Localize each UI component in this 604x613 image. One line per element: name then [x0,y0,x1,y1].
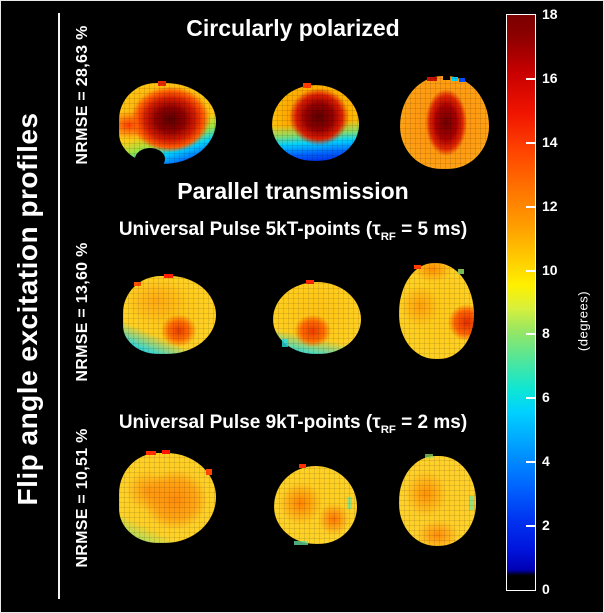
colorbar-tick-label: 10 [542,262,558,278]
colorbar-tick-label: 12 [542,198,558,214]
colorbar-tick-label: 8 [542,325,550,341]
noise-pixel [458,78,465,82]
noise-pixel [347,497,353,510]
header-universal-pulse-5kt: Universal Pulse 5kT-points (τRF = 5 ms) [73,219,513,243]
header-universal-pulse-9kt: Universal Pulse 9kT-points (τRF = 2 ms) [73,412,513,436]
header-9kt-text-end: = 2 ms) [395,412,468,433]
noise-pixel [469,495,475,510]
heatmap-slice-5kt-coronal [273,280,361,354]
header-5kt-text: Universal Pulse 5kT-points (τ [118,219,381,240]
noise-pixel [163,274,173,278]
noise-pixel [206,469,213,476]
heatmap-slice-9kt-sagittal [119,450,216,543]
noise-pixel [134,282,142,287]
noise-pixel [306,280,315,284]
noise-pixel [457,268,464,274]
colorbar-tick-mark [526,206,535,208]
tau-rf-subscript: RF [380,423,396,436]
colorbar-tick-label: 16 [542,70,558,86]
colorbar-unit-label: (degrees) [575,290,591,352]
colorbar-tick-label: 0 [542,581,550,597]
noise-pixel [426,77,437,81]
noise-pixel [442,76,450,80]
noise-pixel [451,77,458,81]
colorbar-tick-mark [526,142,535,144]
colorbar-tick-label: 14 [542,134,558,150]
colorbar-tick-mark [526,461,535,463]
heatmap-slice-5kt-sagittal [123,274,216,354]
colorbar [506,14,536,591]
nrmse-label-cp: NRMSE = 28,63 % [74,25,91,165]
noise-pixel [414,264,421,269]
noise-pixel [161,450,170,454]
heatmap-slice-5kt-axial [399,263,474,359]
colorbar-tick-mark [526,78,535,80]
noise-pixel [157,81,166,86]
figure-title: Flip angle excitation profiles [12,112,43,506]
noise-pixel [303,83,312,88]
colorbar-tick-mark [526,333,535,335]
heatmap-slice-9kt-axial [399,454,476,546]
heatmap-slice-cp-sagittal [119,81,216,171]
heatmap-slice-9kt-coronal [274,464,357,545]
header-parallel-transmission: Parallel transmission [177,178,409,204]
nrmse-label-5kt: NRMSE = 13,60 % [74,242,91,382]
colorbar-tick-mark [526,525,535,527]
heatmap-slice-cp-coronal [272,83,359,161]
heatmap-slice-cp-axial [400,76,489,169]
noise-pixel [425,454,434,458]
colorbar-tick-label: 4 [542,453,550,469]
header-9kt-text: Universal Pulse 9kT-points (τ [118,412,381,433]
colorbar-tick-mark [526,397,535,399]
noise-pixel [281,338,288,347]
colorbar-tick-label: 18 [542,6,558,22]
header-5kt-text-end: = 5 ms) [395,219,468,240]
tau-rf-subscript: RF [380,230,396,243]
noise-pixel [293,541,308,545]
colorbar-tick-label: 6 [542,389,550,405]
noise-pixel [146,451,157,455]
colorbar-tick-label: 2 [542,517,550,533]
vertical-divider [58,13,60,599]
mask-notch [134,148,165,171]
colorbar-tick-mark [526,270,535,272]
noise-pixel [298,464,306,468]
header-circularly-polarized: Circularly polarized [186,15,400,41]
nrmse-label-9kt: NRMSE = 10,51 % [74,428,91,568]
